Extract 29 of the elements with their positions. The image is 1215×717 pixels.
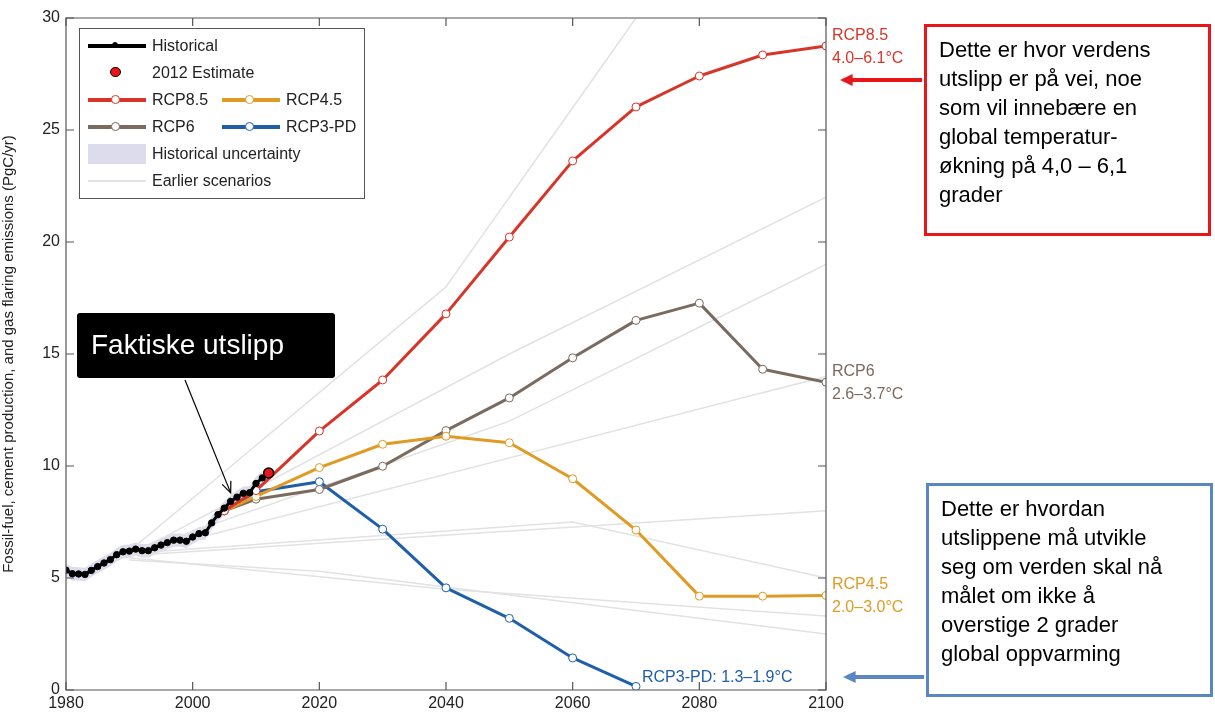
y-axis-title: Fossil-fuel, cement production, and gas flaring emissions (PgC/yr) [0, 135, 17, 573]
x-tick-label: 1980 [48, 694, 84, 712]
x-tick-label: 2000 [174, 694, 211, 712]
y-tick-label: 30 [42, 8, 61, 26]
annotation: RCP3-PD: 1.3–1.9°C [642, 667, 793, 688]
annotation: RCP4.5 2.0–3.0°C [832, 574, 904, 618]
legend-label: RCP4.5 [286, 91, 343, 109]
x-tick-label: 2020 [301, 694, 338, 712]
x-tick-label: 2060 [554, 694, 591, 712]
annotation: RCP8.5 4.0–6.1°C [832, 25, 904, 68]
legend-label: RCP6 [152, 118, 195, 136]
annotation: Faktiske utslipp [77, 313, 335, 378]
annotation: Historical uncertainty [152, 145, 301, 163]
x-tick-label: 2080 [681, 694, 718, 712]
y-tick-label: 5 [51, 568, 61, 586]
legend-label: 2012 Estimate [152, 64, 255, 82]
legend-label: Historical [152, 37, 218, 55]
text: Dette er hvordan utslippene må utvikle seg om verden skal nå målet om ikke å overstige 2 grader global oppvarming [926, 483, 1213, 697]
legend-label: RCP3-PD [286, 118, 357, 136]
y-tick-label: 25 [42, 120, 61, 138]
y-tick-label: 10 [42, 456, 61, 474]
annotation: RCP6 2.6–3.7°C [832, 361, 904, 405]
x-tick-label: 2100 [808, 694, 844, 712]
legend-label: Earlier scenarios [152, 172, 272, 190]
y-tick-label: 20 [42, 232, 61, 250]
text: Dette er hvor verdens utslipp er på vei, noe som vil innebære en global temperatur- økning på 4,0 – 6,1 grader [924, 24, 1211, 236]
x-tick-label: 2040 [428, 694, 464, 712]
y-tick-label: 15 [42, 344, 61, 362]
legend-label: RCP8.5 [152, 91, 209, 109]
